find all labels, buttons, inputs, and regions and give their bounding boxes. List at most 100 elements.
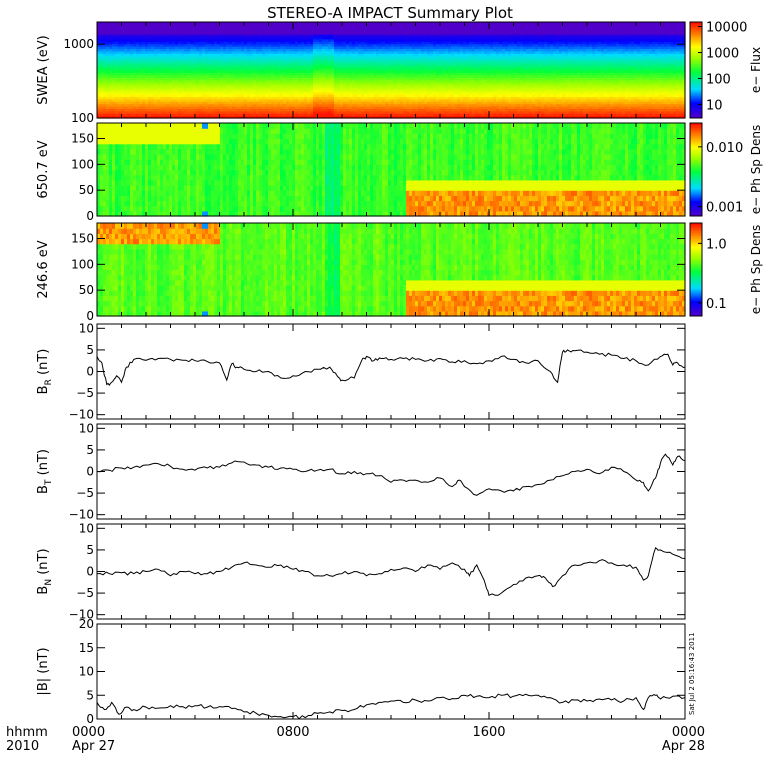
swea-cell	[118, 94, 122, 97]
swea-cell	[229, 36, 233, 40]
swea-cell	[178, 55, 182, 59]
swea-cell	[169, 36, 173, 40]
swea-cell	[97, 82, 101, 85]
swea-cell	[214, 67, 218, 71]
swea-cell	[217, 86, 221, 90]
swea-cell	[103, 43, 107, 47]
swea-cell	[247, 84, 251, 88]
swea-cell	[211, 106, 215, 109]
swea-cell	[118, 26, 122, 30]
swea-cell	[139, 79, 143, 83]
swea-cell	[235, 110, 239, 114]
swea-cell	[142, 94, 146, 97]
swea-cell	[160, 29, 164, 33]
swea-cell	[106, 70, 110, 73]
swea-cell	[166, 101, 170, 105]
swea-cell	[154, 34, 158, 37]
swea-cell	[169, 41, 173, 45]
swea-cell	[259, 113, 263, 117]
swea-cell	[193, 77, 197, 81]
swea-cell	[190, 113, 194, 117]
swea-cell	[241, 70, 245, 73]
swea-cell	[238, 53, 242, 57]
swea-cell	[106, 110, 110, 114]
swea-cell	[163, 82, 167, 85]
swea-cell	[121, 46, 125, 49]
swea-cell	[253, 103, 257, 107]
swea-cell	[169, 89, 173, 93]
swea-cell	[148, 110, 152, 114]
swea-cell	[148, 36, 152, 40]
swea-cell	[169, 34, 173, 37]
swea-cell	[106, 106, 110, 109]
swea-cell	[277, 86, 281, 90]
swea-cell	[148, 26, 152, 30]
swea-cell	[259, 29, 263, 33]
swea-cell	[133, 72, 137, 76]
swea-cell	[214, 98, 218, 102]
swea-cell	[265, 65, 269, 69]
swea-cell	[199, 41, 203, 45]
swea-cell	[235, 84, 239, 88]
swea-cell	[241, 94, 245, 97]
swea-cell	[253, 43, 257, 47]
swea-cell	[214, 113, 218, 117]
swea-cell	[223, 65, 227, 69]
swea-cell	[289, 84, 293, 88]
swea-cell	[262, 110, 266, 114]
swea-cell	[160, 26, 164, 30]
swea-cell	[175, 77, 179, 81]
swea-cell	[148, 55, 152, 59]
swea-cell	[97, 29, 101, 33]
swea-cell	[163, 22, 167, 25]
swea-cell	[289, 115, 293, 119]
swea-cell	[127, 70, 131, 73]
swea-cell	[187, 79, 191, 83]
swea-cell	[154, 86, 158, 90]
swea-cell	[259, 34, 263, 37]
swea-cell	[166, 77, 170, 81]
swea-cell	[280, 79, 284, 83]
swea-cell	[121, 110, 125, 114]
swea-cell	[262, 72, 266, 76]
swea-cell	[256, 67, 260, 71]
swea-cell	[181, 94, 185, 97]
swea-cell	[271, 113, 275, 117]
swea-cell	[286, 77, 290, 81]
swea-cell	[184, 84, 188, 88]
swea-cell	[103, 31, 107, 35]
swea-cell	[133, 96, 137, 100]
swea-cell	[130, 55, 134, 59]
swea-cell	[127, 29, 131, 33]
swea-cell	[199, 58, 203, 61]
swea-cell	[103, 24, 107, 28]
swea-cell	[283, 82, 287, 85]
swea-cell	[175, 41, 179, 45]
swea-cell	[241, 98, 245, 102]
swea-cell	[100, 36, 104, 40]
swea-cell	[163, 29, 167, 33]
swea-cell	[229, 113, 233, 117]
swea-cell	[157, 82, 161, 85]
swea-cell	[208, 108, 212, 112]
swea-cell	[238, 62, 242, 66]
swea-cell	[136, 50, 140, 54]
swea-cell	[238, 94, 242, 97]
swea-cell	[262, 36, 266, 40]
swea-cell	[286, 48, 290, 52]
swea-cell	[121, 29, 125, 33]
swea-cell	[136, 115, 140, 119]
swea-cell	[232, 24, 236, 28]
swea-cell	[259, 48, 263, 52]
swea-cell	[133, 98, 137, 102]
swea-cell	[145, 96, 149, 100]
swea-cell	[217, 72, 221, 76]
swea-cell	[97, 62, 101, 66]
swea-cell	[205, 89, 209, 93]
swea-cell	[223, 72, 227, 76]
swea-cell	[178, 108, 182, 112]
swea-cell	[232, 43, 236, 47]
swea-cell	[274, 36, 278, 40]
swea-cell	[202, 86, 206, 90]
swea-cell	[199, 91, 203, 95]
